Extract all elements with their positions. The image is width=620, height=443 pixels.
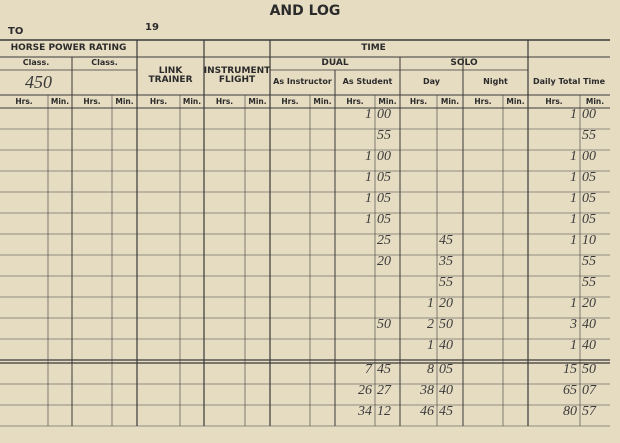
handwritten-entry: 10 xyxy=(582,232,596,248)
handwritten-entry: 45 xyxy=(439,403,453,419)
year-label: 19 xyxy=(145,21,159,33)
unit-header: Min. xyxy=(313,96,332,106)
unit-header: Hrs. xyxy=(409,96,428,106)
as-instructor-header: As Instructor xyxy=(273,77,332,87)
handwritten-entry: 8 xyxy=(427,361,434,377)
handwritten-entry: 80 xyxy=(563,403,577,419)
handwritten-entry: 45 xyxy=(439,232,453,248)
handwritten-entry: 20 xyxy=(439,295,453,311)
as-student-header: As Student xyxy=(342,77,393,87)
handwritten-entry: 1 xyxy=(570,148,577,164)
handwritten-entry: 40 xyxy=(582,316,596,332)
handwritten-entry: 00 xyxy=(377,148,391,164)
unit-header: Min. xyxy=(440,96,460,106)
handwritten-entry: 26 xyxy=(358,382,372,398)
class-header: Class. xyxy=(91,58,118,68)
hp-header: HORSE POWER RATING xyxy=(10,42,127,53)
unit-header: Min. xyxy=(115,96,134,106)
handwritten-entry: 65 xyxy=(563,382,577,398)
unit-header: Hrs. xyxy=(346,96,364,106)
handwritten-entry: 1 xyxy=(570,106,577,122)
handwritten-entry: 50 xyxy=(582,361,596,377)
handwritten-entry: 57 xyxy=(582,403,596,419)
handwritten-entry: 1 xyxy=(427,337,434,353)
handwritten-entry: 1 xyxy=(570,295,577,311)
handwritten-entry: 55 xyxy=(582,274,596,290)
handwritten-entry: 05 xyxy=(582,169,596,185)
handwritten-entry: 1 xyxy=(365,148,372,164)
handwritten-entry: 00 xyxy=(582,148,596,164)
class-header: Class. xyxy=(22,58,50,68)
handwritten-entry: 50 xyxy=(439,316,453,332)
handwritten-entry: 05 xyxy=(439,361,453,377)
handwritten-entry: 05 xyxy=(582,190,596,206)
handwritten-entry: 1 xyxy=(570,211,577,227)
time-header: TIME xyxy=(361,42,386,53)
handwritten-entry: 1 xyxy=(570,337,577,353)
handwritten-entry: 05 xyxy=(377,169,391,185)
night-header: Night xyxy=(483,77,508,87)
handwritten-entry: 2 xyxy=(427,316,434,332)
handwritten-entry: 1 xyxy=(365,190,372,206)
handwritten-entry: 34 xyxy=(358,403,372,419)
handwritten-entry: 40 xyxy=(439,337,453,353)
handwritten-entry: 40 xyxy=(439,382,453,398)
handwritten-entry: 1 xyxy=(427,295,434,311)
unit-header: Hrs. xyxy=(215,96,234,106)
daily-total-header: Daily Total Time xyxy=(532,77,606,87)
handwritten-entry: 46 xyxy=(420,403,434,419)
unit-header: Hrs. xyxy=(15,96,33,106)
instrument-flight-header: INSTRUMENT FLIGHT xyxy=(203,65,271,85)
handwritten-entry: 1 xyxy=(570,190,577,206)
handwritten-entry: 7 xyxy=(365,361,372,377)
solo-header: SOLO xyxy=(450,57,478,68)
handwritten-entry: 3 xyxy=(570,316,577,332)
handwritten-entry: 12 xyxy=(377,403,391,419)
handwritten-entry: 1 xyxy=(365,106,372,122)
handwritten-entry: 55 xyxy=(582,127,596,143)
handwritten-entry: 15 xyxy=(563,361,577,377)
to-label: TO xyxy=(8,25,24,37)
handwritten-entry: 00 xyxy=(582,106,596,122)
handwritten-entry: 38 xyxy=(420,382,434,398)
handwritten-entry: 50 xyxy=(377,316,391,332)
handwritten-entry: 20 xyxy=(582,295,596,311)
unit-header: Hrs. xyxy=(83,96,101,106)
unit-header: Min. xyxy=(506,96,525,106)
handwritten-entry: 27 xyxy=(377,382,391,398)
class-value: 450 xyxy=(25,72,52,92)
handwritten-entry: 1 xyxy=(570,232,577,248)
handwritten-entry: 1 xyxy=(570,169,577,185)
unit-header: Hrs. xyxy=(149,96,168,106)
handwritten-entry: 55 xyxy=(582,253,596,269)
handwritten-entry: 07 xyxy=(582,382,596,398)
day-header: Day xyxy=(422,77,440,87)
handwritten-entry: 35 xyxy=(439,253,453,269)
handwritten-entry: 20 xyxy=(377,253,391,269)
handwritten-entry: 05 xyxy=(377,211,391,227)
handwritten-entry: 45 xyxy=(377,361,391,377)
unit-header: Min. xyxy=(50,96,70,106)
page-title: AND LOG xyxy=(269,2,341,19)
handwritten-entry: 05 xyxy=(377,190,391,206)
unit-header: Hrs. xyxy=(545,96,563,106)
unit-header: Min. xyxy=(182,96,202,106)
unit-header: Hrs. xyxy=(474,96,492,106)
unit-header: Min. xyxy=(585,96,605,106)
unit-header: Min. xyxy=(378,96,397,106)
link-trainer-header: LINK TRAINER xyxy=(148,65,193,85)
handwritten-entry: 1 xyxy=(365,211,372,227)
dual-header: DUAL xyxy=(321,57,349,68)
handwritten-entry: 05 xyxy=(582,211,596,227)
handwritten-entry: 40 xyxy=(582,337,596,353)
handwritten-entry: 00 xyxy=(377,106,391,122)
handwritten-entry: 55 xyxy=(439,274,453,290)
handwritten-entry: 25 xyxy=(377,232,391,248)
unit-header: Hrs. xyxy=(281,96,299,106)
handwritten-entry: 1 xyxy=(365,169,372,185)
handwritten-entry: 55 xyxy=(377,127,391,143)
unit-header: Min. xyxy=(248,96,267,106)
